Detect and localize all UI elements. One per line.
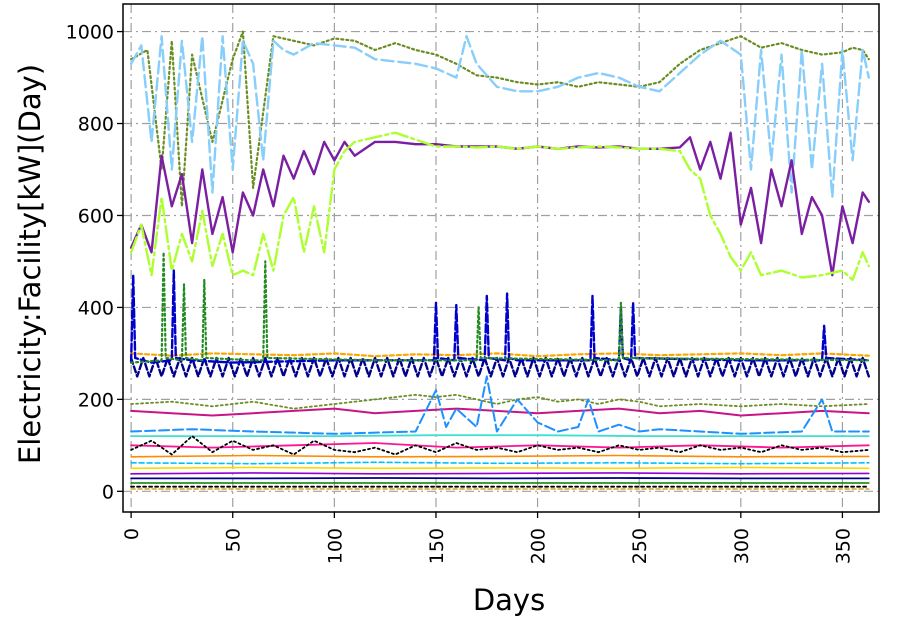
series-line-18: [130, 472, 870, 475]
axis-ticks: 0 50 100 150 200 250 300 350 0 200 400 600 800 1000: [66, 22, 855, 565]
series-line-8: [130, 251, 870, 364]
series-line-14: [130, 435, 870, 456]
series-line-12: [130, 434, 870, 437]
x-tick-label: 250: [629, 528, 651, 564]
grid: [123, 4, 879, 512]
series-line-15: [130, 454, 870, 458]
x-tick-label: 350: [832, 528, 854, 564]
series-line-4: [129, 131, 870, 281]
x-tick-label: 50: [223, 528, 245, 552]
y-tick-label: 200: [78, 389, 114, 411]
series-line-3: [129, 131, 870, 277]
series-line-10: [130, 407, 870, 417]
x-tick-label: 200: [528, 528, 550, 564]
series-line-7: [129, 269, 870, 364]
series-line-17: [130, 466, 870, 470]
series-line-13: [130, 442, 870, 449]
x-tick-label: 0: [121, 528, 143, 540]
plot-frame: [122, 3, 880, 513]
y-tick-label: 800: [78, 114, 114, 136]
x-axis-title: Days: [473, 583, 545, 617]
series-layer: [129, 30, 870, 490]
y-tick-label: 400: [78, 297, 114, 319]
y-axis-title: Electricity:Facility[kW](Day): [13, 64, 47, 464]
series-line-11: [130, 375, 870, 435]
series-line-5: [130, 352, 870, 358]
y-tick-label: 600: [78, 205, 114, 227]
x-tick-label: 100: [324, 528, 346, 564]
y-tick-label: 1000: [66, 22, 114, 44]
series-line-16: [130, 461, 870, 465]
x-tick-label: 150: [426, 528, 448, 564]
series-line-9: [130, 393, 870, 410]
x-tick-label: 300: [731, 528, 753, 564]
y-tick-label: 0: [102, 481, 114, 503]
series-line-2: [129, 35, 870, 199]
